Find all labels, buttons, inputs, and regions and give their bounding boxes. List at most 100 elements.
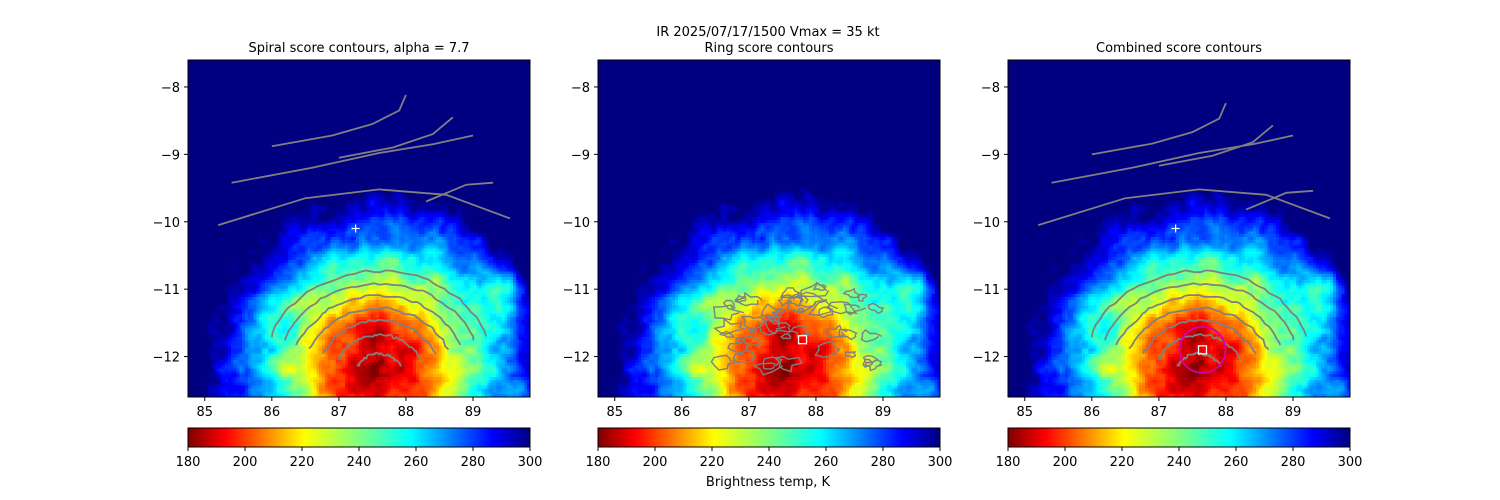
colorbar-tick-label: 180 bbox=[586, 455, 611, 470]
ring-score-contour bbox=[748, 328, 758, 335]
ring-score-contour bbox=[734, 294, 747, 304]
x-tick-label: 86 bbox=[1084, 405, 1101, 420]
y-tick-label: −9 bbox=[161, 148, 180, 163]
ring-score-contour bbox=[867, 302, 885, 315]
ring-score-contour bbox=[773, 355, 803, 373]
ring-score-contour bbox=[862, 358, 874, 368]
y-tick-label: −10 bbox=[563, 216, 590, 231]
ring-score-contour bbox=[780, 333, 792, 340]
y-tick-label: −9 bbox=[981, 148, 1000, 163]
brightness-heatmap bbox=[598, 60, 940, 397]
first-guess-marker bbox=[1171, 224, 1180, 233]
score-contour bbox=[1128, 306, 1270, 351]
colorbar-tick-label: 280 bbox=[1281, 455, 1306, 470]
y-tick-label: −11 bbox=[973, 283, 1000, 298]
colorbar-tick-label: 220 bbox=[700, 455, 725, 470]
x-tick-label: 86 bbox=[264, 405, 281, 420]
panel-title: Ring score contours bbox=[704, 41, 833, 56]
axes-frame bbox=[1007, 59, 1351, 398]
panel-title: Combined score contours bbox=[1096, 41, 1262, 56]
colorbar-tick-label: 180 bbox=[176, 455, 201, 470]
score-contour bbox=[338, 116, 454, 159]
score-contour bbox=[1090, 269, 1308, 338]
combined-center-marker bbox=[1197, 345, 1208, 355]
colorbar bbox=[1007, 427, 1351, 448]
y-tick-label: −12 bbox=[563, 351, 590, 366]
colorbar-tick-label: 200 bbox=[1053, 455, 1078, 470]
combined-center-circle bbox=[1178, 325, 1227, 374]
colorbar-tick-label: 260 bbox=[404, 455, 429, 470]
y-tick-label: −11 bbox=[153, 283, 180, 298]
ring-score-contour bbox=[863, 359, 883, 372]
score-contour bbox=[1051, 134, 1294, 184]
score-contour bbox=[283, 282, 475, 341]
colorbar-tick-label: 200 bbox=[643, 455, 668, 470]
ring-score-contour bbox=[710, 354, 739, 371]
score-contour bbox=[1115, 294, 1282, 346]
colorbar-tick-label: 240 bbox=[757, 455, 782, 470]
panel-2: Ring score contours 85 86 87 88 89 −8 −9 −10 −11 −… bbox=[563, 41, 953, 470]
ring-score-contour bbox=[844, 351, 857, 359]
ring-score-contour bbox=[818, 306, 834, 319]
overlay bbox=[710, 281, 885, 376]
panel-3: Combined score contours 85 86 87 88 89 −8 −9 −10… bbox=[973, 41, 1363, 470]
x-tick-label: 88 bbox=[808, 405, 825, 420]
ring-score-contour bbox=[860, 328, 883, 343]
colorbar-tick-label: 300 bbox=[518, 455, 543, 470]
ring-score-contour bbox=[713, 317, 746, 335]
score-contour bbox=[322, 318, 437, 355]
axes-frame bbox=[597, 59, 941, 398]
score-contour bbox=[1157, 333, 1241, 360]
ring-score-contour bbox=[779, 287, 801, 299]
score-contour bbox=[295, 294, 462, 346]
colorbar-tick-label: 220 bbox=[290, 455, 315, 470]
ring-score-contour bbox=[842, 287, 860, 299]
colorbar-tick-label: 240 bbox=[347, 455, 372, 470]
ring-score-contour bbox=[807, 300, 838, 317]
score-contour bbox=[308, 306, 450, 351]
panels: Spiral score contours, alpha = 7.7 85 86 87… bbox=[153, 41, 1363, 470]
y-tick-label: −8 bbox=[161, 81, 180, 96]
colorbar-tick-label: 300 bbox=[1338, 455, 1363, 470]
x-tick-label: 86 bbox=[674, 405, 691, 420]
y-tick-label: −8 bbox=[981, 81, 1000, 96]
y-tick-label: −11 bbox=[563, 283, 590, 298]
ring-score-contour bbox=[771, 307, 787, 318]
x-tick-label: 88 bbox=[398, 405, 415, 420]
ring-score-contour bbox=[762, 362, 776, 370]
ring-score-contour bbox=[789, 324, 812, 339]
ring-score-contour bbox=[760, 303, 782, 318]
ring-score-contour bbox=[814, 340, 841, 358]
colorbar bbox=[597, 427, 941, 448]
x-tick-label: 87 bbox=[741, 405, 758, 420]
ring-score-contour bbox=[838, 328, 858, 341]
ring-score-contour bbox=[733, 349, 756, 363]
colorbar-tick-label: 240 bbox=[1167, 455, 1192, 470]
y-tick-label: −9 bbox=[571, 148, 590, 163]
ring-score-contour bbox=[826, 301, 858, 315]
ring-score-contour bbox=[777, 294, 795, 308]
score-contour bbox=[1103, 282, 1295, 341]
score-contour bbox=[1091, 102, 1227, 156]
x-tick-label: 89 bbox=[1285, 405, 1302, 420]
ring-score-contour bbox=[764, 316, 792, 335]
colorbar-tick-label: 280 bbox=[461, 455, 486, 470]
x-tick-label: 87 bbox=[1151, 405, 1168, 420]
x-tick-label: 89 bbox=[465, 405, 482, 420]
overlay bbox=[217, 94, 511, 367]
x-tick-label: 85 bbox=[1016, 405, 1033, 420]
colorbar bbox=[187, 427, 531, 448]
score-contour bbox=[356, 351, 402, 367]
y-tick-label: −8 bbox=[571, 81, 590, 96]
colorbar-tick-label: 260 bbox=[1224, 455, 1249, 470]
panel-1: Spiral score contours, alpha = 7.7 85 86 87… bbox=[153, 41, 543, 470]
x-tick-label: 89 bbox=[875, 405, 892, 420]
score-contour bbox=[270, 269, 488, 338]
x-tick-label: 87 bbox=[331, 405, 348, 420]
suptitle: IR 2025/07/17/1500 Vmax = 35 kt bbox=[656, 25, 879, 40]
ring-score-contour bbox=[843, 303, 866, 316]
score-contour bbox=[271, 94, 407, 148]
y-tick-label: −12 bbox=[153, 351, 180, 366]
colorbar-tick-label: 300 bbox=[928, 455, 953, 470]
